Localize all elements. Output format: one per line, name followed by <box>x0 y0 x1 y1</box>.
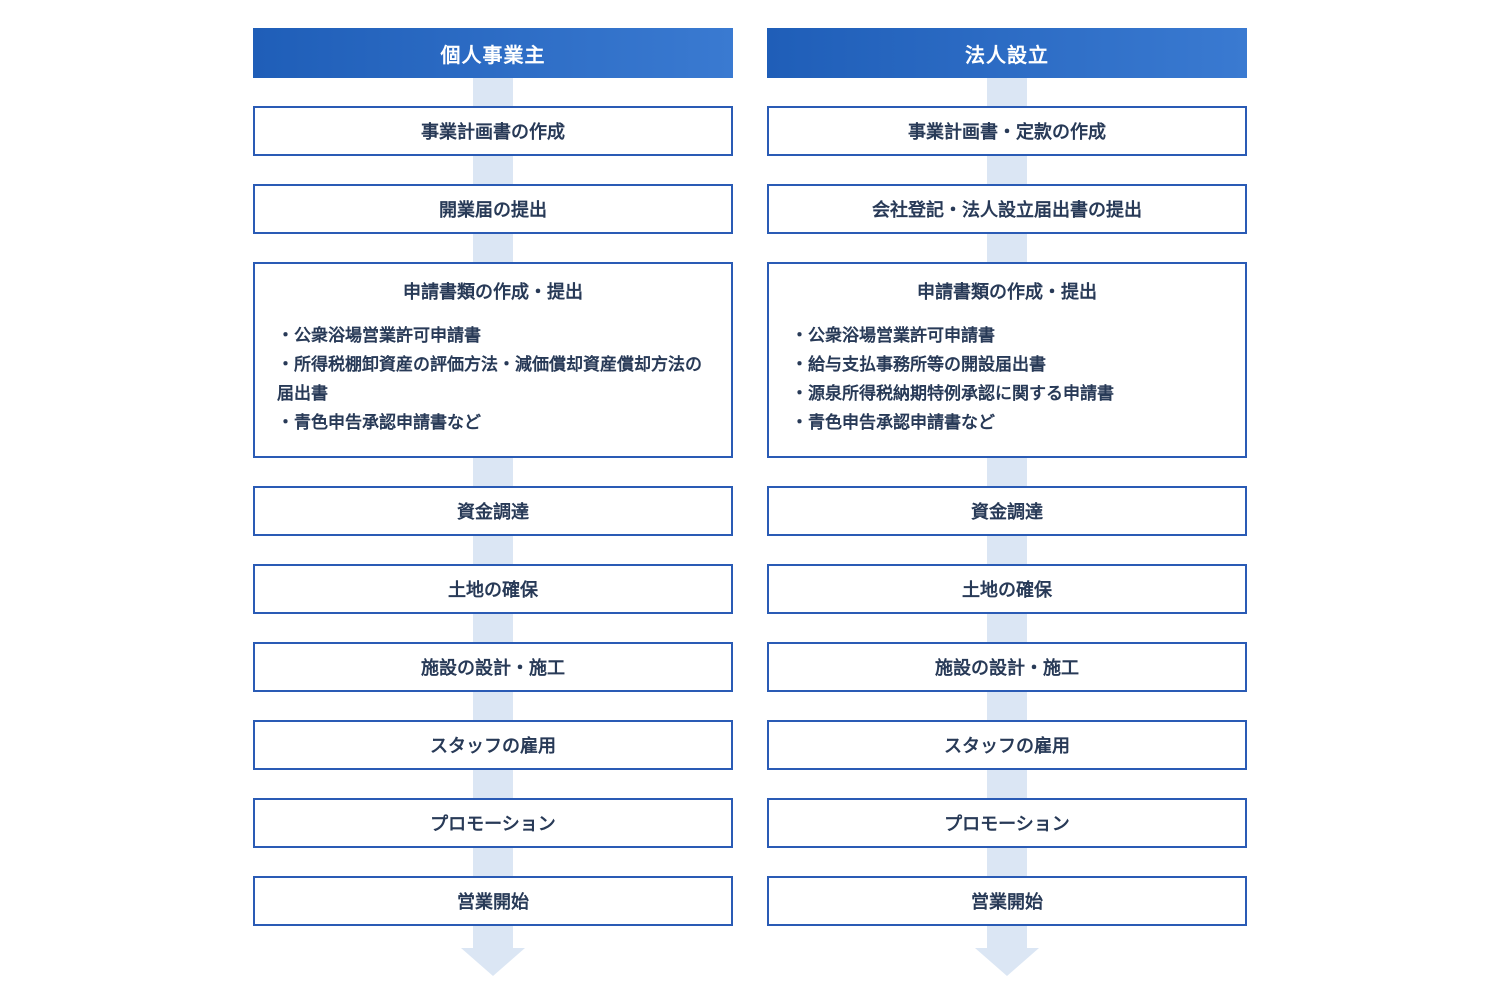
steps-stack-right: 法人設立 事業計画書・定款の作成 会社登記・法人設立届出書の提出 申請書類の作成… <box>767 28 1247 926</box>
step-promotion: プロモーション <box>767 798 1247 848</box>
step-hiring: スタッフの雇用 <box>253 720 733 770</box>
flowchart-wrap: 個人事業主 事業計画書の作成 開業届の提出 申請書類の作成・提出 公衆浴場営業許… <box>0 0 1500 926</box>
step-funding: 資金調達 <box>253 486 733 536</box>
bullet-item: 給与支払事務所等の開設届出書 <box>791 351 1223 380</box>
step-title: 申請書類の作成・提出 <box>791 278 1223 304</box>
step-open: 営業開始 <box>767 876 1247 926</box>
step-funding: 資金調達 <box>767 486 1247 536</box>
step-application-docs: 申請書類の作成・提出 公衆浴場営業許可申請書 所得税棚卸資産の評価方法・減価償却… <box>253 262 733 458</box>
step-construction: 施設の設計・施工 <box>253 642 733 692</box>
step-plan-articles: 事業計画書・定款の作成 <box>767 106 1247 156</box>
bullet-item: 源泉所得税納期特例承認に関する申請書 <box>791 380 1223 409</box>
step-land: 土地の確保 <box>253 564 733 614</box>
step-application-docs: 申請書類の作成・提出 公衆浴場営業許可申請書 給与支払事務所等の開設届出書 源泉… <box>767 262 1247 458</box>
column-corporation: 法人設立 事業計画書・定款の作成 会社登記・法人設立届出書の提出 申請書類の作成… <box>767 28 1247 926</box>
bullet-item: 公衆浴場営業許可申請書 <box>791 322 1223 351</box>
step-plan: 事業計画書の作成 <box>253 106 733 156</box>
step-registration: 会社登記・法人設立届出書の提出 <box>767 184 1247 234</box>
step-promotion: プロモーション <box>253 798 733 848</box>
bullet-item: 青色申告承認申請書など <box>791 409 1223 438</box>
bullet-list: 公衆浴場営業許可申請書 給与支払事務所等の開設届出書 源泉所得税納期特例承認に関… <box>791 322 1223 438</box>
step-title: 申請書類の作成・提出 <box>277 278 709 304</box>
step-land: 土地の確保 <box>767 564 1247 614</box>
column-header-corporation: 法人設立 <box>767 28 1247 78</box>
bullet-list: 公衆浴場営業許可申請書 所得税棚卸資産の評価方法・減価償却資産償却方法の届出書 … <box>277 322 709 438</box>
column-header-individual: 個人事業主 <box>253 28 733 78</box>
column-individual: 個人事業主 事業計画書の作成 開業届の提出 申請書類の作成・提出 公衆浴場営業許… <box>253 28 733 926</box>
arrow-head-icon <box>461 948 525 976</box>
steps-stack-left: 個人事業主 事業計画書の作成 開業届の提出 申請書類の作成・提出 公衆浴場営業許… <box>253 28 733 926</box>
step-open: 営業開始 <box>253 876 733 926</box>
bullet-item: 公衆浴場営業許可申請書 <box>277 322 709 351</box>
bullet-item: 所得税棚卸資産の評価方法・減価償却資産償却方法の届出書 <box>277 351 709 409</box>
step-hiring: スタッフの雇用 <box>767 720 1247 770</box>
arrow-head-icon <box>975 948 1039 976</box>
step-construction: 施設の設計・施工 <box>767 642 1247 692</box>
bullet-item: 青色申告承認申請書など <box>277 409 709 438</box>
step-opening-notice: 開業届の提出 <box>253 184 733 234</box>
